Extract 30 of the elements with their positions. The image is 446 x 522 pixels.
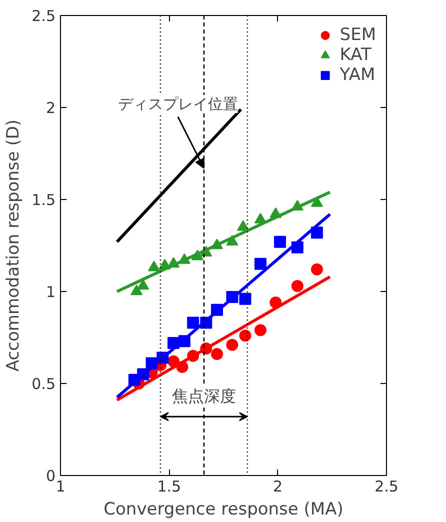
x-axis-title: Convergence response (MA) [104,500,344,520]
y-tick-label: 1 [46,283,56,301]
x-tick-label: 2 [273,478,283,496]
y-axis-title: Accommodation response (D) [4,119,24,372]
point [239,292,252,305]
annotation: 焦点深度 [172,386,236,406]
point [226,338,238,351]
legend-label: KAT [340,45,372,65]
point [130,284,143,296]
y-tick-label: 1.5 [32,191,56,209]
legend-label: SEM [340,25,376,45]
point [148,260,160,272]
point [239,330,252,342]
annotation: ディスプレイ位置 [118,95,238,114]
point [310,263,323,276]
point [187,316,200,329]
y-tick-label: 0 [46,467,56,485]
y-tick-label: 2 [46,99,56,117]
point [237,220,250,231]
x-tick-label: 1.5 [157,478,182,496]
point [254,324,266,336]
legend-label: YAM [340,65,376,85]
y-tick-label: 0.5 [32,375,56,393]
x-tick-label: 2.5 [374,478,398,496]
point [137,279,150,290]
point [210,348,223,360]
point [291,280,304,292]
y-tick-label: 2.5 [32,7,56,25]
point [274,236,286,248]
point [254,258,266,270]
